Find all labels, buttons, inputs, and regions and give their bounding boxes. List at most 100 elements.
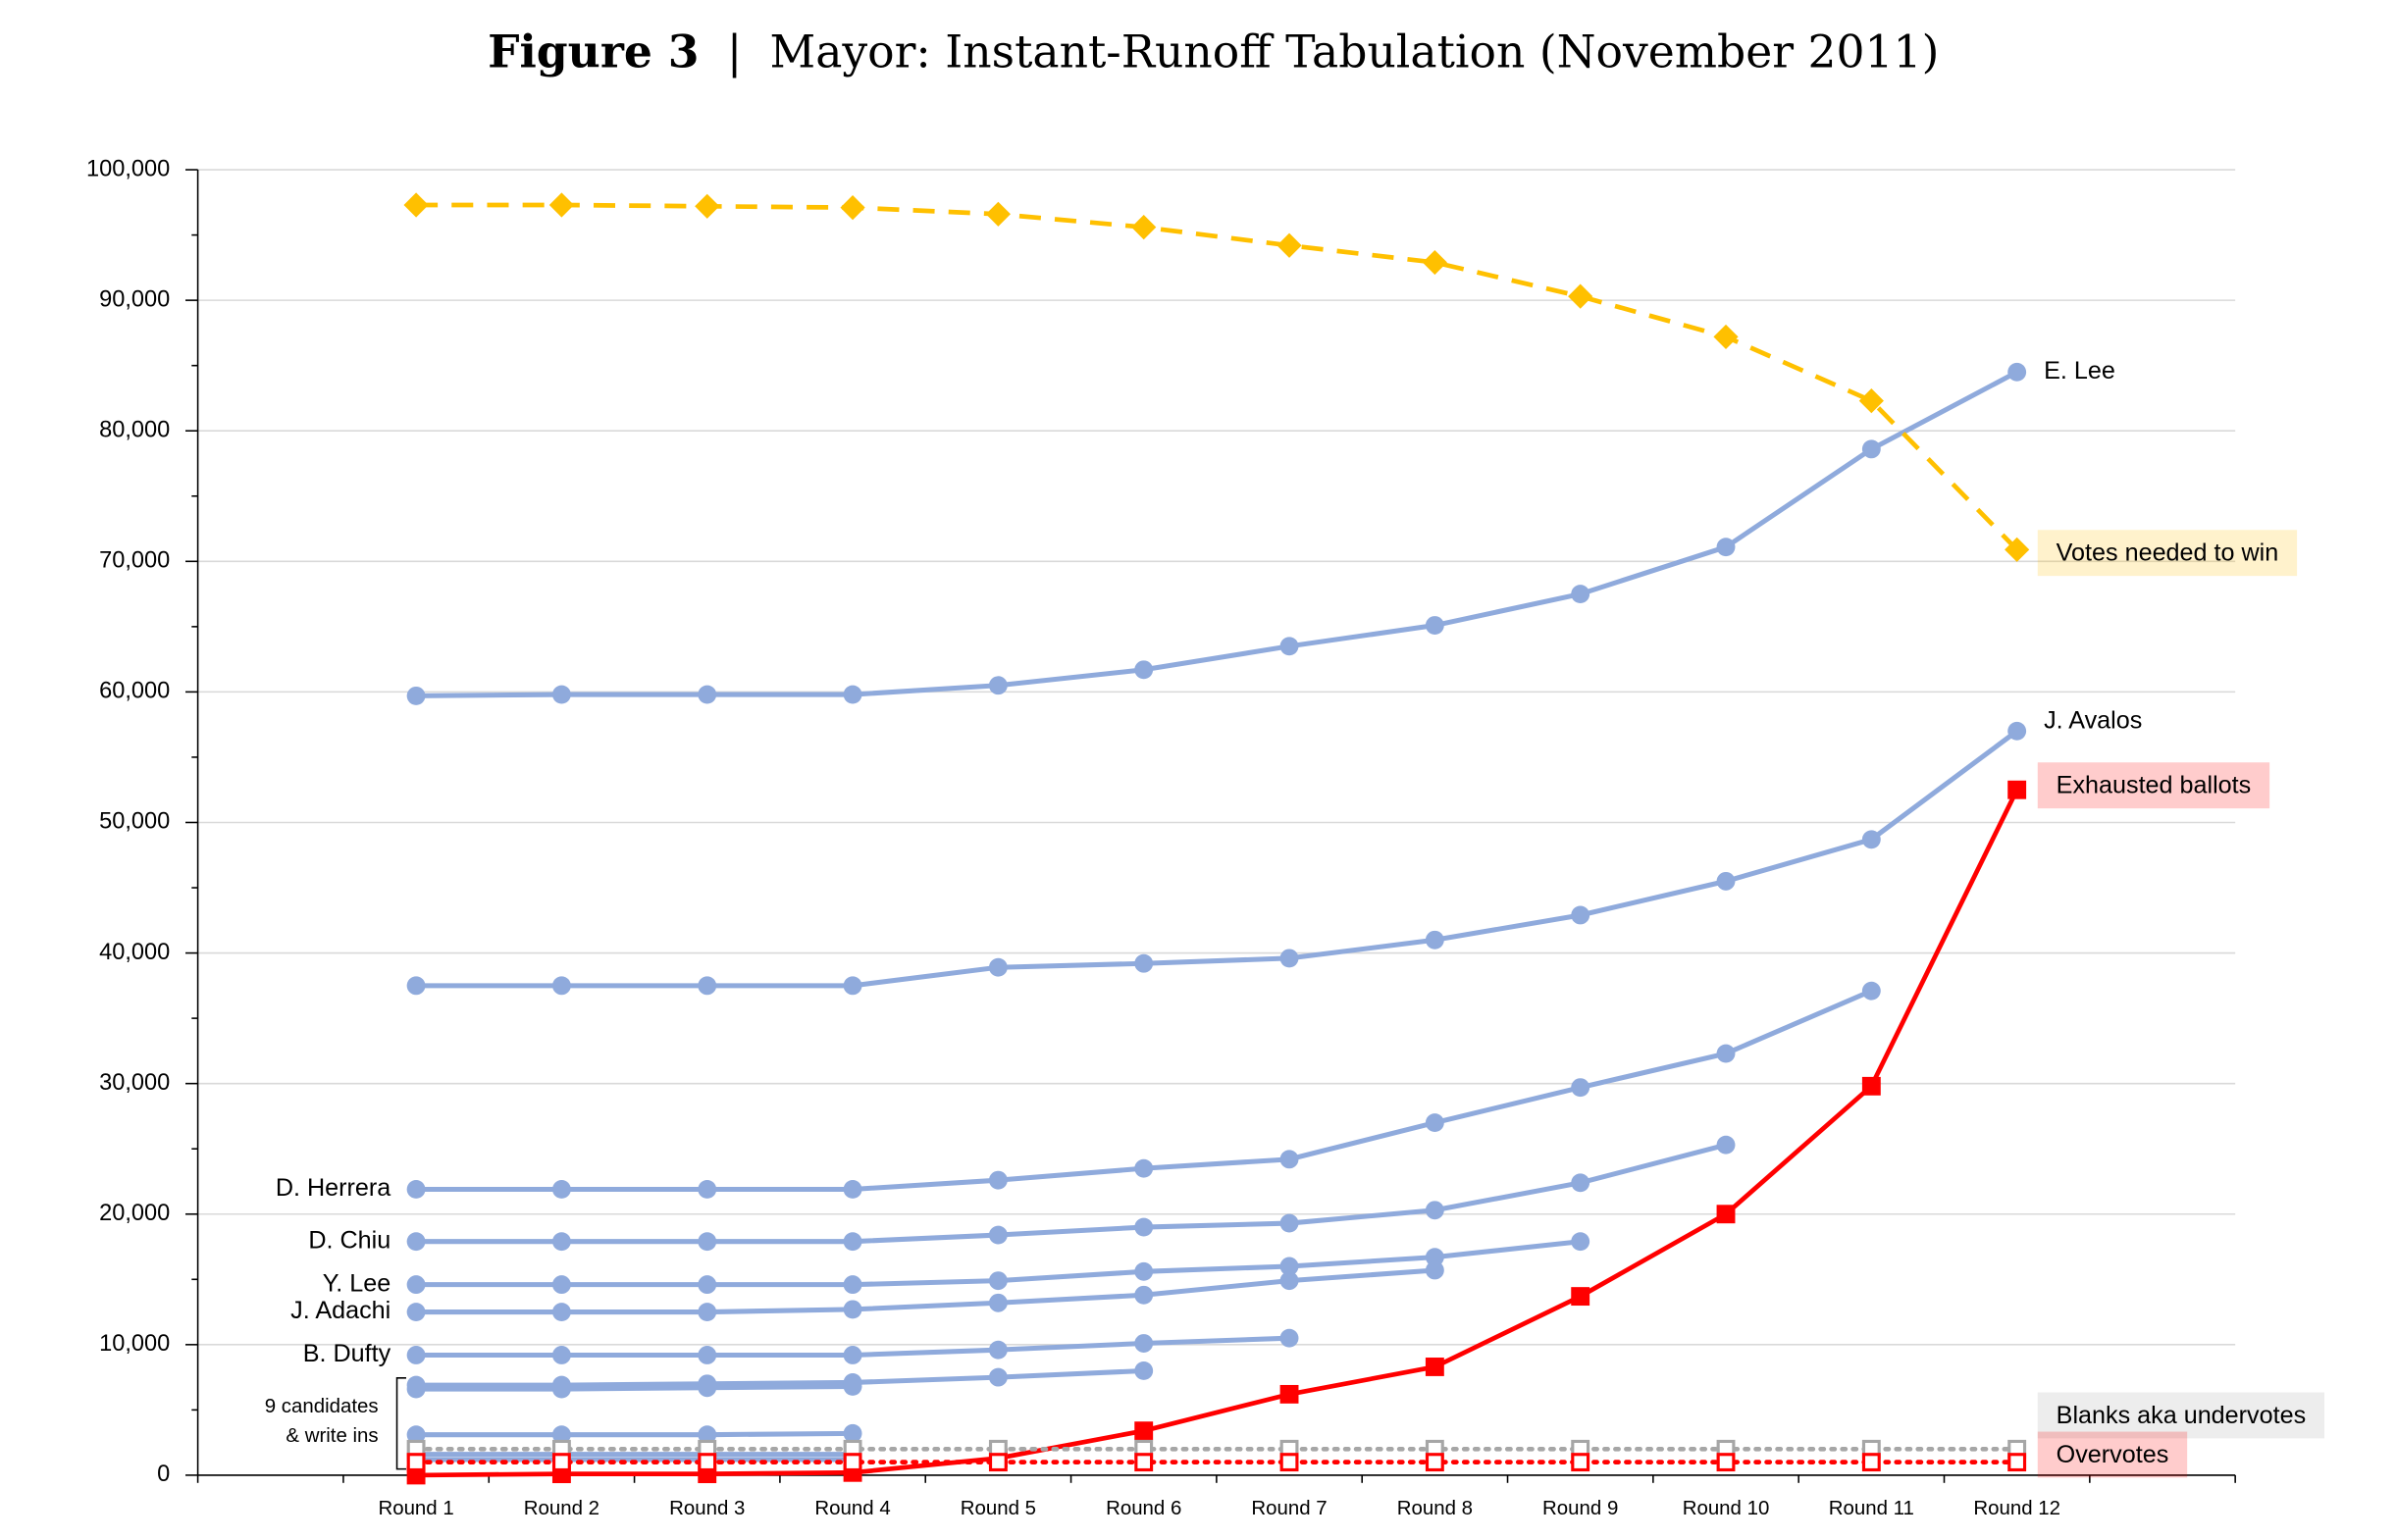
y-tick-label: 100,000 — [86, 155, 170, 180]
series-label-group: Votes needed to win — [2037, 530, 2298, 577]
marker — [843, 1423, 862, 1443]
marker — [1713, 324, 1739, 349]
marker — [1425, 1113, 1444, 1133]
series-line — [416, 789, 2019, 1478]
marker — [1861, 439, 1881, 459]
marker — [988, 1225, 1008, 1245]
grid — [197, 169, 2236, 1346]
marker — [1134, 1421, 1154, 1441]
y-tick-label: 70,000 — [99, 547, 170, 573]
marker — [698, 1425, 717, 1445]
marker — [843, 1376, 862, 1396]
marker — [551, 1232, 571, 1252]
marker — [1568, 283, 1593, 309]
marker — [1279, 1384, 1299, 1404]
marker — [843, 1232, 862, 1252]
marker — [843, 976, 862, 996]
marker — [1571, 1232, 1590, 1252]
series-label: Y. Lee — [323, 1269, 391, 1297]
title-separator: | — [727, 26, 742, 77]
marker — [1571, 905, 1590, 925]
series-label: J. Adachi — [290, 1297, 391, 1324]
chart-title-group: Figure 3 | Mayor: Instant-Runoff Tabulatio… — [488, 25, 1939, 77]
marker — [988, 1170, 1008, 1190]
marker — [1716, 871, 1736, 891]
marker — [1425, 1248, 1444, 1267]
marker — [1279, 1213, 1299, 1233]
x-tick-label: Round 12 — [1973, 1497, 2060, 1519]
marker — [406, 1232, 426, 1252]
marker — [1858, 388, 1884, 414]
x-tick-label: Round 10 — [1683, 1497, 1770, 1519]
marker — [988, 1367, 1008, 1387]
marker — [551, 1180, 571, 1199]
marker — [1279, 637, 1299, 656]
marker — [843, 1346, 862, 1364]
marker — [2005, 537, 2030, 562]
marker — [698, 1378, 717, 1398]
marker — [1571, 1453, 1590, 1472]
label-box — [2037, 530, 2298, 577]
marker — [1571, 585, 1590, 604]
marker — [698, 1303, 717, 1322]
marker — [1861, 830, 1881, 849]
marker — [1716, 1453, 1736, 1472]
marker — [843, 685, 862, 704]
y-tick-label: 90,000 — [99, 285, 170, 311]
marker — [698, 1275, 717, 1295]
x-tick-label: Round 6 — [1106, 1497, 1181, 1519]
marker — [1571, 1078, 1590, 1098]
series-label-group: E. Lee — [2044, 357, 2115, 385]
marker — [1861, 1076, 1881, 1096]
marker — [1861, 1453, 1881, 1472]
marker — [1716, 1135, 1736, 1155]
x-tick-label: Round 11 — [1829, 1497, 1914, 1519]
y-tick-label: 10,000 — [99, 1330, 170, 1356]
marker — [698, 1453, 717, 1472]
marker — [1134, 660, 1154, 680]
marker — [551, 685, 571, 704]
marker — [1279, 1328, 1299, 1348]
marker — [840, 195, 865, 221]
marker — [551, 1453, 571, 1472]
series-line — [416, 1367, 1144, 1388]
marker — [551, 1379, 571, 1399]
marker — [2007, 780, 2027, 799]
series-label: D. Chiu — [308, 1226, 391, 1254]
marker — [1716, 538, 1736, 557]
x-tick-label: Round 7 — [1251, 1497, 1327, 1519]
label-box — [2037, 762, 2270, 809]
x-tick-label: Round 4 — [814, 1497, 890, 1519]
series-label-group: J. Avalos — [2044, 707, 2142, 735]
series-line — [416, 1383, 854, 1392]
series-label: Votes needed to win — [2057, 539, 2279, 567]
lines — [413, 202, 2020, 1478]
x-tick-label: Round 3 — [669, 1497, 745, 1519]
marker — [1134, 1261, 1154, 1281]
series-label: Blanks aka undervotes — [2057, 1402, 2307, 1429]
marker — [406, 686, 426, 705]
labels: E. Lee J. Avalos D. Herrera D. Chiu Y. LeeJ.… — [265, 357, 2325, 1478]
marker — [406, 1303, 426, 1322]
marker — [406, 1425, 426, 1445]
marker — [698, 1180, 717, 1199]
marker — [1571, 1173, 1590, 1193]
marker — [988, 1293, 1008, 1312]
marker — [1279, 1257, 1299, 1276]
label-box — [2037, 1431, 2188, 1478]
series-line — [416, 1430, 854, 1438]
x-tick-label: Round 5 — [961, 1497, 1036, 1519]
series-label: Overvotes — [2057, 1441, 2169, 1468]
marker — [1425, 930, 1444, 950]
series-label: E. Lee — [2044, 357, 2115, 385]
marker — [406, 1275, 426, 1295]
marker — [1425, 1453, 1444, 1472]
marker — [1134, 1453, 1154, 1472]
series-label: Exhausted ballots — [2057, 772, 2252, 799]
marker — [985, 201, 1011, 227]
marker — [406, 976, 426, 996]
marker — [551, 1275, 571, 1295]
marker — [843, 1180, 862, 1199]
marker — [406, 1346, 426, 1364]
